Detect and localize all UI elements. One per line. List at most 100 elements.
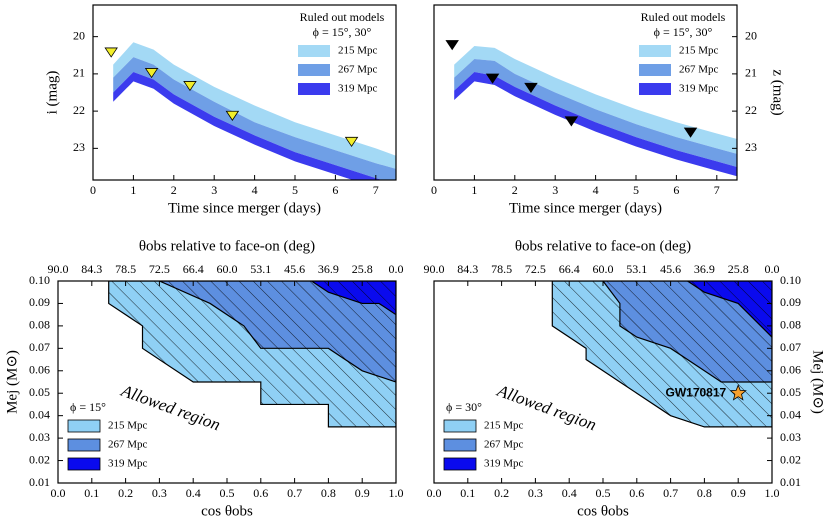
y-tick-label: 0.09: [29, 295, 50, 309]
legend-swatch: [639, 83, 671, 95]
x-tick-label: 2: [512, 183, 518, 197]
y-tick-label: 0.10: [780, 273, 801, 287]
triangle-marker: [564, 116, 579, 127]
x2-tick-label: 84.3: [457, 262, 478, 276]
y-tick-label: 0.02: [780, 452, 801, 466]
legend-label: 319 Mpc: [108, 458, 148, 470]
band: [113, 72, 383, 180]
x2-tick-label: 78.5: [115, 262, 136, 276]
x2-tick-label: 66.4: [183, 262, 204, 276]
plot-area: [108, 281, 396, 428]
triangle-marker: [144, 68, 159, 79]
y-tick-label: 23: [73, 140, 85, 154]
y-tick-label: 0.07: [29, 340, 50, 354]
x-tick-label: 0.5: [220, 486, 235, 500]
region-hatch: [311, 281, 396, 315]
x2-tick-label: 60.0: [217, 262, 238, 276]
y-axis-label: i (mag): [44, 71, 60, 115]
band: [454, 72, 737, 177]
x-tick-label: 0.9: [731, 486, 746, 500]
region-hatch: [159, 281, 396, 382]
legend-label: 215 Mpc: [679, 45, 719, 57]
y-tick-label: 0.09: [780, 295, 801, 309]
x2-tick-label: 90.0: [424, 262, 445, 276]
region-hatch: [603, 281, 772, 382]
x2-tick-label: 45.6: [284, 262, 305, 276]
x-tick-label: 0: [90, 183, 96, 197]
y-tick-label: 0.06: [780, 363, 801, 377]
x2-tick-label: 72.5: [149, 262, 170, 276]
plot-area: [551, 281, 772, 428]
legend-title: ϕ = 15°, 30°: [313, 25, 372, 39]
x2-axis-label: θobs relative to face-on (deg): [139, 238, 315, 254]
frame: [92, 4, 397, 181]
x-tick-label: 0.2: [118, 486, 133, 500]
x2-tick-label: 60.0: [593, 262, 614, 276]
x-tick-label: 1.0: [389, 486, 404, 500]
star-marker: [729, 384, 747, 401]
y-axis-label: z (mag): [770, 69, 786, 115]
legend-label: 267 Mpc: [484, 439, 524, 451]
y-tick-label: 21: [73, 66, 85, 80]
y-tick-label: 23: [745, 140, 757, 154]
x2-tick-label: 0.0: [389, 262, 404, 276]
triangle-marker: [485, 73, 500, 84]
x-axis-label: Time since merger (days): [168, 200, 321, 216]
legend-swatch: [443, 438, 477, 452]
x2-tick-label: 53.1: [250, 262, 271, 276]
triangle-marker: [683, 127, 698, 138]
x-tick-label: 6: [332, 183, 338, 197]
x2-tick-label: 72.5: [525, 262, 546, 276]
legend-label: 215 Mpc: [338, 45, 378, 57]
legend-label: 319 Mpc: [484, 458, 524, 470]
y-tick-label: 0.03: [29, 430, 50, 444]
triangle-marker: [445, 40, 459, 51]
y-tick-label: 20: [745, 28, 757, 42]
y-tick-label: 0.10: [29, 273, 50, 287]
legend-title: ϕ = 15°: [70, 400, 106, 414]
legend-title: Ruled out models: [641, 10, 726, 24]
legend-title: ϕ = 15°, 30°: [654, 25, 713, 39]
x-tick-label: 6: [673, 183, 679, 197]
x-tick-label: 0: [431, 183, 437, 197]
x2-tick-label: 78.5: [491, 262, 512, 276]
triangle-marker: [344, 136, 359, 148]
legend-label: 215 Mpc: [484, 420, 524, 432]
x-tick-label: 0.1: [460, 486, 475, 500]
x-tick-label: 7: [373, 183, 379, 197]
y-tick-label: 0.02: [29, 452, 50, 466]
legend-swatch: [443, 419, 477, 433]
legend-label: 215 Mpc: [108, 420, 148, 432]
y-tick-label: 0.07: [780, 340, 801, 354]
x-tick-label: 0.6: [629, 486, 644, 500]
x-axis-label: cos θobs: [201, 503, 253, 519]
triangle-marker: [225, 110, 240, 121]
x-tick-label: 7: [714, 183, 720, 197]
y-tick-label: 22: [745, 103, 757, 117]
y-tick-label: 0.06: [29, 363, 50, 377]
y-tick-label: 20: [73, 28, 85, 42]
triangle-marker: [524, 82, 538, 94]
x2-tick-label: 36.9: [694, 262, 715, 276]
triangle-marker: [104, 47, 118, 58]
x-tick-label: 0.9: [355, 486, 370, 500]
x-tick-label: 0.7: [287, 486, 302, 500]
x2-tick-label: 90.0: [48, 262, 69, 276]
triangle-marker: [183, 81, 197, 92]
x-tick-label: 0.3: [528, 486, 543, 500]
marker-label: GW170817: [665, 385, 726, 399]
y-tick-label: 0.05: [780, 385, 801, 399]
legend-swatch: [443, 457, 477, 471]
legend-swatch: [298, 64, 330, 76]
band: [454, 58, 737, 167]
band: [113, 42, 396, 169]
x-tick-label: 0.8: [697, 486, 712, 500]
legend-swatch: [67, 419, 101, 433]
legend-label: 267 Mpc: [108, 439, 148, 451]
x-tick-label: 0.7: [663, 486, 678, 500]
